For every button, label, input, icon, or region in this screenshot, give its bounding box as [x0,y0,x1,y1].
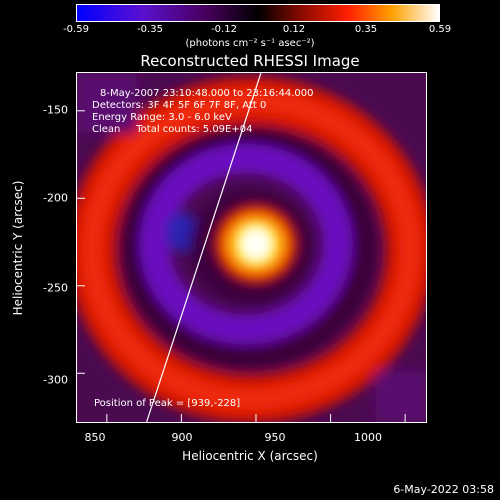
colorbar-tick: -0.12 [211,24,237,35]
peak-position-text: Position of Peak = [939,-228] [94,398,241,409]
colorbar-tick: -0.59 [63,24,89,35]
y-tick: -150 [43,103,68,117]
energy-range-text: Energy Range: 3.0 - 6.0 keV [92,112,232,123]
image-title: Reconstructed RHESSI Image [140,52,360,70]
x-tick: 950 [264,431,286,444]
y-axis-label: Heliocentric Y (arcsec) [11,180,25,316]
y-tick: -250 [43,281,68,295]
colorbar-tick: 0.59 [428,24,452,35]
rhessi-image [76,72,427,423]
x-tick: 900 [171,431,193,444]
total-counts-text: Clean Total counts: 5.09E+04 [92,124,253,135]
colorbar [76,4,440,22]
y-tick: -200 [43,191,68,205]
colorbar-tick: -0.35 [137,24,163,35]
y-tick: -300 [43,373,68,387]
footer-date: 6-May-2022 03:58 [393,483,494,496]
colorbar-tick: 0.12 [282,24,306,35]
x-tick: 1000 [354,431,382,444]
detectors-text: Detectors: 3F 4F 5F 6F 7F 8F, Att 0 [92,100,267,111]
time-range-text: 8-May-2007 23:10:48.000 to 23:16:44.000 [100,88,314,99]
colorbar-units: (photons cm⁻² s⁻¹ asec⁻²) [185,38,315,49]
solar-limb-line [146,73,262,422]
x-axis-label: Heliocentric X (arcsec) [182,449,318,463]
colorbar-tick: 0.35 [354,24,378,35]
x-tick: 850 [84,431,106,444]
